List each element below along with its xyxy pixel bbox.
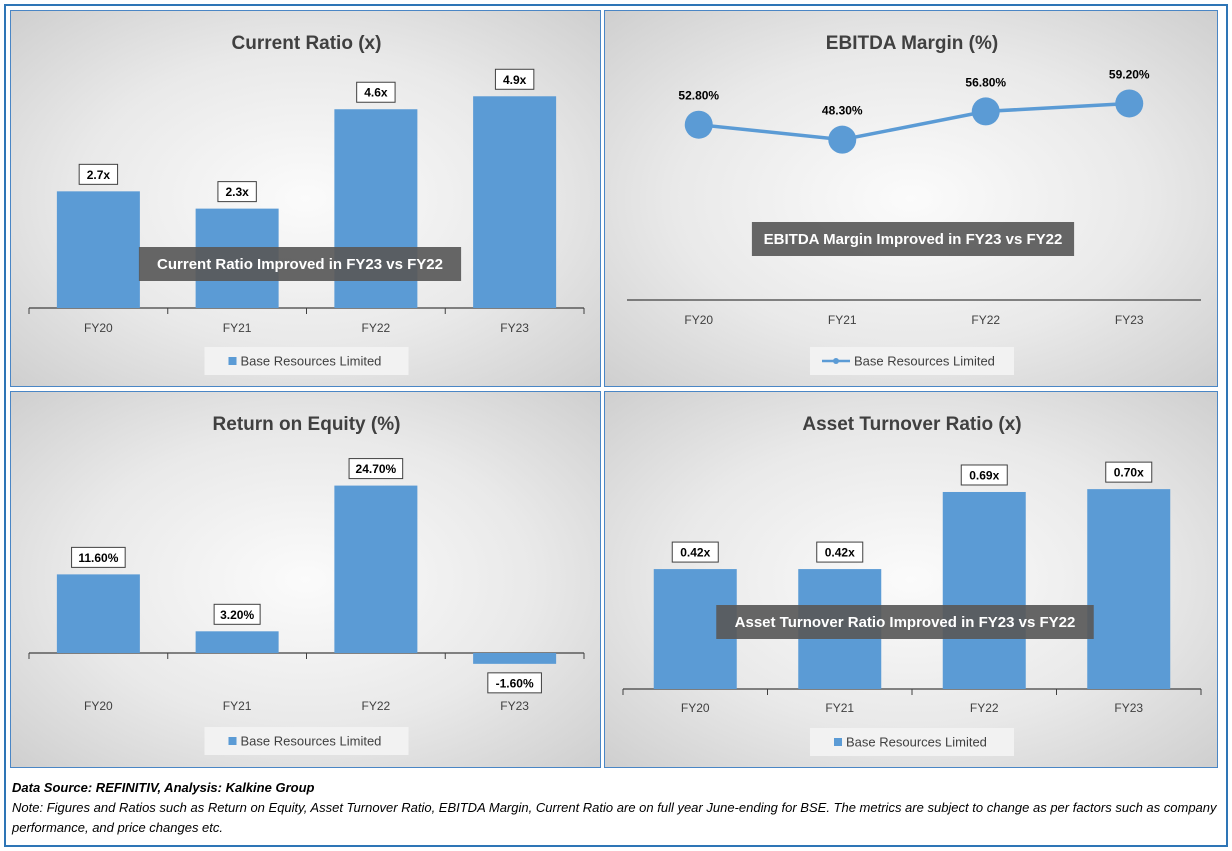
- data-label-fy22: 24.70%: [356, 462, 397, 476]
- data-label-fy23-box: [1105, 461, 1153, 483]
- data-label-fy21: 48.30%: [822, 104, 863, 118]
- point-fy21: [828, 125, 857, 154]
- data-source: Data Source: REFINITIV, Analysis: Kalkin…: [12, 780, 315, 795]
- chart-svg: Return on Equity (%) 11.60% FY20 3.20% FY21 2…: [28, 414, 585, 755]
- chart-svg: EBITDA Margin (%) 52.80% FY20 48.30% FY21 56.…: [627, 33, 1201, 375]
- chart-panel-return-on-equity: Return on Equity (%) 11.60% FY20 3.20% FY21 2…: [10, 391, 601, 768]
- data-label-fy21: 3.20%: [220, 608, 254, 622]
- series-line: [698, 101, 1130, 142]
- annotation-box: [716, 605, 1094, 639]
- legend-label: Base Resources Limited: [854, 354, 995, 369]
- chart-title: Return on Equity (%): [213, 414, 401, 435]
- point-fy20: [684, 110, 713, 139]
- footer: Data Source: REFINITIV, Analysis: Kalkin…: [12, 778, 1217, 838]
- footnote: Note: Figures and Ratios such as Return …: [12, 800, 1217, 835]
- legend-marker-swatch: [833, 358, 839, 364]
- x-tick-label: FY23: [1114, 701, 1143, 715]
- annotation-box: [751, 222, 1075, 256]
- chart-panel-current-ratio: Current Ratio (x) 2.7x FY20 2.3x FY21 4.6x FY2…: [10, 10, 601, 387]
- chart-panel-asset-turnover: Asset Turnover Ratio (x) 0.42x FY20 0.42x FY…: [604, 391, 1218, 768]
- data-label-fy20: 52.80%: [678, 89, 719, 103]
- x-tick-label: FY21: [223, 699, 252, 713]
- x-tick-label: FY20: [684, 313, 713, 327]
- x-tick-label: FY21: [223, 321, 252, 335]
- bar-fy23: [1087, 489, 1171, 689]
- legend-swatch: [834, 738, 842, 746]
- bar-fy21: [195, 631, 279, 653]
- x-tick-label: FY22: [971, 313, 1000, 327]
- legend-label: Base Resources Limited: [846, 735, 987, 750]
- bar-fy22: [334, 485, 418, 653]
- data-label-fy23: -1.60%: [496, 676, 534, 690]
- data-label-fy21: 2.3x: [225, 185, 249, 199]
- data-label-fy20-box: [671, 541, 719, 563]
- legend-box: [810, 728, 1014, 756]
- data-label-fy21: 0.42x: [825, 546, 855, 560]
- data-label-fy22: 56.80%: [965, 75, 1006, 89]
- data-label-fy22-box: [356, 81, 396, 103]
- annotation-text: Asset Turnover Ratio Improved in FY23 vs…: [735, 614, 1076, 631]
- point-fy23: [1115, 89, 1144, 118]
- x-tick-label: FY23: [500, 699, 529, 713]
- x-tick-label: FY21: [828, 313, 857, 327]
- data-label-fy23: 0.70x: [1114, 466, 1144, 480]
- chart-title: EBITDA Margin (%): [826, 33, 998, 54]
- chart-title: Current Ratio (x): [232, 33, 382, 54]
- chart-panel-ebitda-margin: EBITDA Margin (%) 52.80% FY20 48.30% FY21 56.…: [604, 10, 1218, 387]
- x-tick-label: FY21: [825, 701, 854, 715]
- x-tick-label: FY23: [1115, 313, 1144, 327]
- data-label-fy20-box: [78, 163, 119, 185]
- data-label-fy20: 0.42x: [680, 546, 710, 560]
- chart-svg: Asset Turnover Ratio (x) 0.42x FY20 0.42x FY…: [622, 414, 1202, 756]
- x-tick-label: FY23: [500, 321, 529, 335]
- legend-label: Base Resources Limited: [241, 734, 382, 749]
- bar-fy22: [942, 491, 1026, 689]
- bar-fy23: [473, 96, 557, 308]
- data-label-fy23-box: [494, 68, 535, 90]
- legend-label: Base Resources Limited: [241, 354, 382, 369]
- annotation-box: [138, 247, 462, 281]
- data-label-fy21-box: [217, 181, 257, 203]
- data-label-fy21-box: [816, 541, 864, 563]
- annotation-text: Current Ratio Improved in FY23 vs FY22: [157, 256, 443, 273]
- data-label-fy22: 0.69x: [969, 468, 999, 482]
- data-label-fy20-box: [71, 546, 126, 568]
- data-label-fy22-box: [960, 464, 1008, 486]
- data-label-fy23: 59.20%: [1109, 67, 1150, 81]
- bar-fy23: [473, 653, 557, 664]
- data-label-fy23: 4.9x: [503, 73, 527, 87]
- x-tick-label: FY20: [84, 321, 113, 335]
- legend-swatch: [228, 737, 237, 745]
- legend-box: [204, 727, 409, 755]
- x-tick-label: FY22: [362, 321, 391, 335]
- legend-box: [204, 347, 409, 375]
- report-frame: [4, 4, 1228, 847]
- x-tick-label: FY20: [681, 701, 710, 715]
- data-label-fy22: 4.6x: [364, 86, 388, 100]
- annotation-text: EBITDA Margin Improved in FY23 vs FY22: [764, 231, 1063, 248]
- bar-fy20: [56, 191, 140, 308]
- chart-title: Asset Turnover Ratio (x): [802, 414, 1021, 435]
- data-label-fy21-box: [213, 603, 261, 625]
- data-label-fy22-box: [348, 458, 404, 480]
- x-tick-label: FY22: [970, 701, 999, 715]
- point-fy22: [971, 97, 1000, 126]
- x-tick-label: FY22: [362, 699, 391, 713]
- legend-swatch: [228, 357, 237, 365]
- data-label-fy20: 2.7x: [87, 168, 111, 182]
- x-tick-label: FY20: [84, 699, 113, 713]
- bar-fy20: [56, 574, 140, 653]
- data-label-fy23-box: [487, 672, 542, 694]
- data-label-fy20: 11.60%: [78, 551, 118, 565]
- chart-svg: Current Ratio (x) 2.7x FY20 2.3x FY21 4.6x FY2…: [28, 33, 585, 375]
